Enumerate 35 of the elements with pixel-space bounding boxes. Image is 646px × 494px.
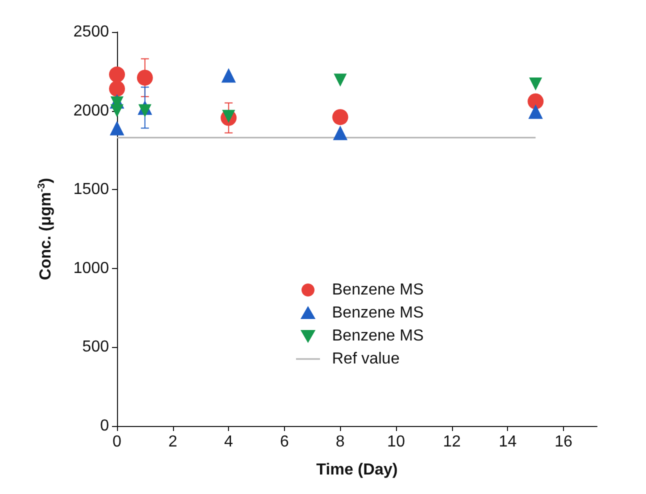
y-tick-label: 2000 <box>73 102 110 120</box>
y-axis-title: Conc. (μgm-3) <box>36 178 54 280</box>
point <box>109 66 125 83</box>
legend-label: Benzene MS <box>332 282 424 298</box>
y-tick-label: 2500 <box>73 24 110 40</box>
point <box>528 93 544 110</box>
x-axis-title: Time (Day) <box>316 462 398 478</box>
legend-label: Benzene MS <box>332 304 424 322</box>
point <box>110 120 124 136</box>
point <box>136 70 153 86</box>
x-tick-label: 16 <box>554 434 573 450</box>
point <box>332 109 348 126</box>
y-tick-label: 0 <box>100 418 110 434</box>
x-tick-label: 10 <box>387 434 406 450</box>
point <box>138 104 152 118</box>
x-tick-label: 0 <box>112 434 122 450</box>
y-tick-label: 1000 <box>73 260 110 277</box>
legend-label: Benzene MS <box>332 328 424 344</box>
legend-label: Ref value <box>332 350 400 368</box>
point <box>109 80 125 97</box>
point <box>528 104 543 119</box>
point <box>529 78 542 91</box>
point <box>334 74 347 87</box>
x-tick-label: 6 <box>280 434 289 450</box>
x-tick-label: 4 <box>224 434 234 450</box>
point <box>222 110 236 123</box>
y-tick-label: 500 <box>82 338 110 356</box>
x-tick-label: 2 <box>168 434 178 450</box>
x-tick-label: 12 <box>442 434 461 450</box>
x-tick-label: 8 <box>336 434 345 450</box>
y-tick-label: 1500 <box>73 181 110 198</box>
x-tick-label: 14 <box>498 434 517 450</box>
point <box>333 126 348 140</box>
point <box>221 68 236 83</box>
point <box>110 104 124 118</box>
